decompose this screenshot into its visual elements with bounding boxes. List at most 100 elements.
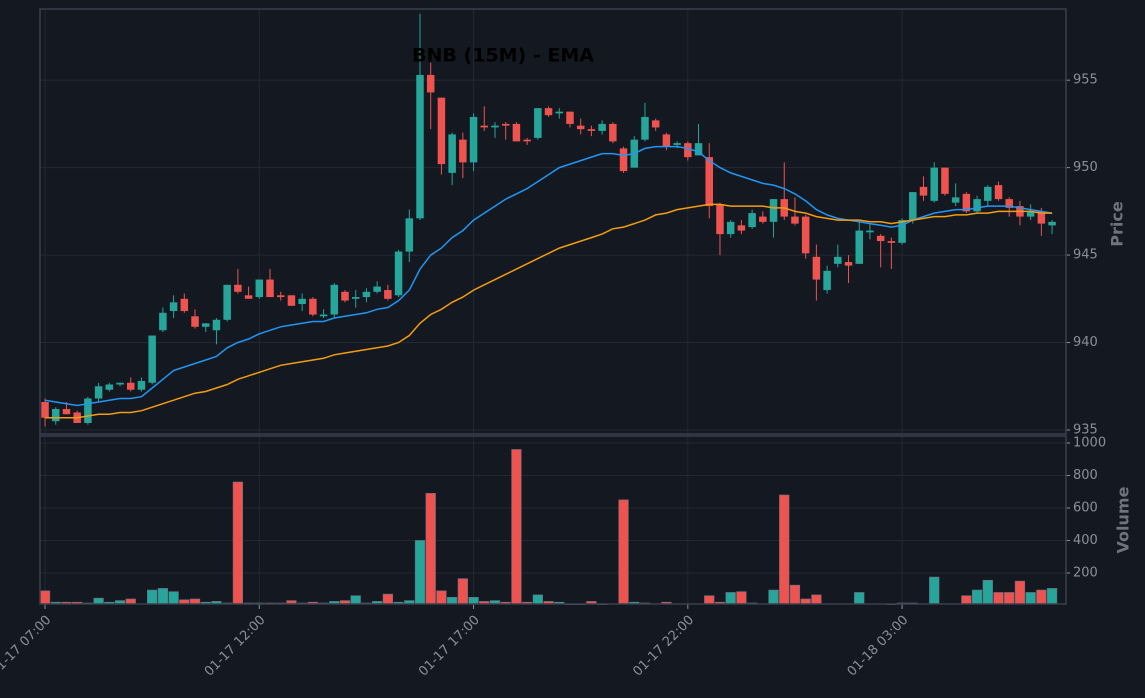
candle-body bbox=[920, 187, 927, 196]
candle-body bbox=[213, 320, 220, 330]
candle-body bbox=[256, 280, 263, 297]
candle-body bbox=[834, 257, 841, 264]
candle-body bbox=[427, 75, 434, 92]
candle-body bbox=[170, 302, 177, 311]
candle-body bbox=[438, 98, 445, 164]
candle-body bbox=[395, 252, 402, 296]
y-tick-label: 940 bbox=[1073, 335, 1098, 350]
candle-body bbox=[930, 168, 937, 201]
candle-body bbox=[95, 386, 102, 398]
candle-body bbox=[727, 222, 734, 234]
candle-body bbox=[202, 323, 209, 326]
candle-body bbox=[706, 157, 713, 206]
candle-body bbox=[620, 148, 627, 171]
candle-body bbox=[106, 385, 113, 390]
candle-body bbox=[673, 143, 680, 145]
candle-body bbox=[41, 402, 48, 418]
chart-title: BNB (15M) - EMA bbox=[412, 45, 594, 67]
candle-body bbox=[63, 409, 70, 414]
y-tick-label: 800 bbox=[1073, 468, 1098, 483]
candle-body bbox=[277, 295, 284, 297]
y-tick-label: 945 bbox=[1073, 248, 1098, 263]
candle-body bbox=[984, 187, 991, 201]
volume-bar bbox=[512, 449, 522, 604]
volume-bar bbox=[469, 597, 479, 604]
candle-body bbox=[652, 120, 659, 127]
volume-bar bbox=[779, 495, 789, 604]
candle-body bbox=[877, 236, 884, 241]
candle-body bbox=[52, 409, 59, 421]
candle-body bbox=[331, 285, 338, 315]
candle-body bbox=[952, 197, 959, 202]
candle-body bbox=[609, 124, 616, 141]
volume-bar bbox=[929, 577, 939, 604]
volume-bar bbox=[962, 596, 972, 604]
candle-body bbox=[191, 316, 198, 326]
candle-body bbox=[888, 241, 895, 243]
volume-bar bbox=[619, 500, 629, 604]
volume-bar bbox=[1037, 590, 1047, 604]
candle-body bbox=[373, 287, 380, 292]
volume-bar bbox=[790, 585, 800, 604]
candle-body bbox=[759, 217, 766, 222]
candle-body bbox=[416, 75, 423, 218]
candle-body bbox=[245, 295, 252, 298]
candle-body bbox=[127, 383, 134, 390]
volume-bar bbox=[426, 493, 436, 604]
volume-bar bbox=[351, 596, 361, 604]
candle-body bbox=[309, 299, 316, 315]
volume-bar bbox=[437, 591, 447, 604]
y-tick-label: 955 bbox=[1073, 73, 1098, 88]
candle-body bbox=[266, 280, 273, 297]
volume-bar bbox=[533, 595, 543, 604]
candle-body bbox=[598, 124, 605, 131]
y-axis-label: Price bbox=[1108, 201, 1127, 247]
volume-bar bbox=[169, 592, 179, 604]
volume-bar bbox=[801, 599, 811, 604]
candle-body bbox=[588, 129, 595, 131]
candle-body bbox=[298, 299, 305, 304]
candle-body bbox=[448, 134, 455, 172]
candle-body bbox=[116, 383, 123, 385]
volume-bar bbox=[1004, 592, 1014, 604]
candle-body bbox=[802, 217, 809, 254]
candle-body bbox=[481, 126, 488, 128]
volume-bar bbox=[737, 592, 747, 604]
candle-body bbox=[384, 290, 391, 299]
y-tick-label: 200 bbox=[1073, 565, 1098, 580]
volume-bar bbox=[94, 598, 104, 604]
volume-bar bbox=[726, 592, 736, 604]
candle-body bbox=[641, 117, 648, 140]
candle-body bbox=[363, 292, 370, 297]
candle-body bbox=[684, 143, 691, 157]
volume-bar bbox=[447, 597, 457, 604]
candle-body bbox=[159, 313, 166, 330]
volume-bar bbox=[1015, 581, 1025, 604]
candle-body bbox=[716, 204, 723, 234]
candle-body bbox=[566, 112, 573, 124]
candle-body bbox=[909, 192, 916, 220]
candle-body bbox=[556, 112, 563, 114]
candle-body bbox=[941, 168, 948, 194]
candle-body bbox=[813, 257, 820, 280]
candle-body bbox=[523, 140, 530, 142]
candle-body bbox=[663, 134, 670, 146]
candle-body bbox=[470, 117, 477, 162]
candle-body bbox=[995, 185, 1002, 199]
candle-body bbox=[577, 126, 584, 129]
volume-bar bbox=[854, 592, 864, 604]
candle-body bbox=[352, 297, 359, 299]
candle-body bbox=[223, 285, 230, 320]
volume-bar bbox=[704, 596, 714, 604]
volume-bar bbox=[233, 482, 243, 604]
candle-body bbox=[459, 140, 466, 163]
candle-body bbox=[545, 108, 552, 115]
candle-body bbox=[973, 199, 980, 211]
y-tick-label: 400 bbox=[1073, 533, 1098, 548]
candle-body bbox=[181, 299, 188, 311]
volume-bar bbox=[126, 599, 136, 604]
candle-body bbox=[748, 213, 755, 227]
y-tick-label: 600 bbox=[1073, 500, 1098, 515]
candle-body bbox=[406, 218, 413, 251]
